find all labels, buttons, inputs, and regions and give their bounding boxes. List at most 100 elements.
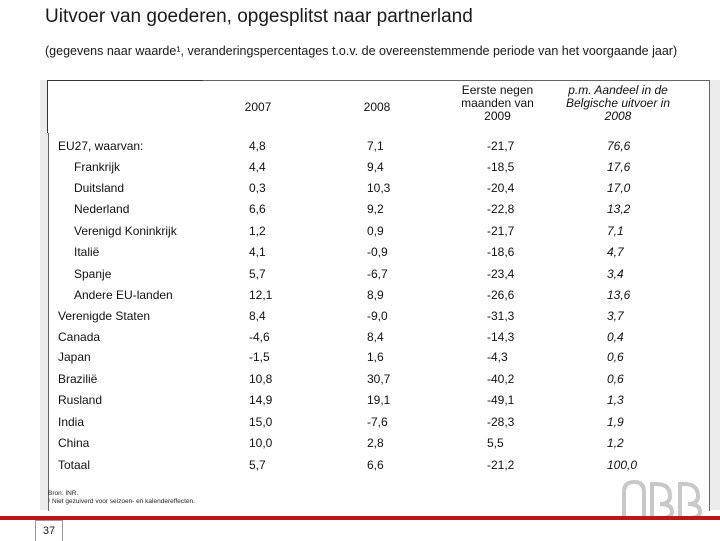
- cell-2007: 10,8: [249, 372, 273, 386]
- cell-2007: 10,0: [249, 436, 273, 450]
- cell-2009: -21,7: [487, 139, 515, 153]
- table-row: Canada -4,6 8,4 -14,3 0,4: [0, 330, 720, 350]
- cell-share: 0,6: [607, 372, 624, 386]
- cell-2008: 2,8: [367, 436, 384, 450]
- footer-accent-line: [0, 516, 720, 520]
- row-label: India: [58, 415, 85, 429]
- cell-2009: -4,3: [487, 350, 508, 364]
- cell-2008: 9,4: [367, 160, 384, 174]
- cell-2008: 6,6: [367, 458, 384, 472]
- row-label: EU27, waarvan:: [58, 139, 144, 153]
- cell-share: 7,1: [607, 224, 624, 238]
- cell-2009: -22,8: [487, 202, 515, 216]
- footnote-line: ¹ Niet gezuiverd voor seizoen- en kalend…: [48, 498, 195, 505]
- cell-2008: 0,9: [367, 224, 384, 238]
- table-row: Duitsland 0,3 10,3 -20,4 17,0: [0, 181, 720, 201]
- cell-2007: 15,0: [249, 415, 273, 429]
- row-label: Andere EU-landen: [74, 288, 173, 302]
- cell-2008: -0,9: [367, 245, 388, 259]
- row-label: China: [58, 436, 90, 450]
- header-label-cell: [47, 80, 203, 133]
- table-row: Totaal 5,7 6,6 -21,2 100,0: [0, 458, 720, 478]
- page-number: 37: [42, 525, 56, 537]
- cell-2007: 1,2: [249, 224, 266, 238]
- cell-2009: 5,5: [487, 436, 504, 450]
- table-panel: [40, 80, 720, 511]
- row-label: Rusland: [58, 393, 103, 407]
- cell-share: 3,4: [607, 267, 624, 281]
- cell-2008: 7,1: [367, 139, 384, 153]
- cell-share: 100,0: [607, 458, 638, 472]
- row-label: Nederland: [74, 202, 130, 216]
- cell-2007: 14,9: [249, 393, 273, 407]
- table-frame: [48, 80, 710, 511]
- table-row: China 10,0 2,8 5,5 1,2: [0, 436, 720, 456]
- table-row: EU27, waarvan: 4,8 7,1 -21,7 76,6: [0, 139, 720, 159]
- cell-2009: -26,6: [487, 288, 515, 302]
- cell-2008: -6,7: [367, 267, 388, 281]
- cell-2008: 8,4: [367, 330, 384, 344]
- cell-2009: -28,3: [487, 415, 515, 429]
- cell-2007: 12,1: [249, 288, 273, 302]
- row-label: Spanje: [74, 267, 112, 281]
- cell-share: 13,6: [607, 288, 631, 302]
- nbb-logo: [622, 479, 703, 520]
- cell-2009: -21,2: [487, 458, 515, 472]
- cell-2008: 10,3: [367, 181, 391, 195]
- cell-2008: -9,0: [367, 309, 388, 323]
- cell-2007: -4,6: [249, 330, 270, 344]
- table-row: Verenigd Koninkrijk 1,2 0,9 -21,7 7,1: [0, 224, 720, 244]
- cell-2007: 5,7: [249, 267, 266, 281]
- row-label: Verenigd Koninkrijk: [74, 224, 177, 238]
- cell-2009: -21,7: [487, 224, 515, 238]
- table-row: Rusland 14,9 19,1 -49,1 1,3: [0, 393, 720, 413]
- cell-share: 76,6: [607, 139, 631, 153]
- row-label: Totaal: [58, 458, 91, 472]
- cell-share: 17,6: [607, 160, 631, 174]
- cell-2007: 6,6: [249, 202, 266, 216]
- cell-2007: 4,1: [249, 245, 266, 259]
- page-number-box: 37: [35, 520, 63, 541]
- table-row: Nederland 6,6 9,2 -22,8 13,2: [0, 202, 720, 222]
- cell-2009: -20,4: [487, 181, 515, 195]
- cell-2009: -14,3: [487, 330, 515, 344]
- cell-2007: 4,4: [249, 160, 266, 174]
- row-label: Frankrijk: [74, 160, 121, 174]
- row-label: Verenigde Staten: [58, 309, 151, 323]
- slide-subtitle: (gegevens naar waarde¹, veranderingsperc…: [45, 44, 678, 58]
- table-row: Brazilië 10,8 30,7 -40,2 0,6: [0, 372, 720, 392]
- table-row: Frankrijk 4,4 9,4 -18,5 17,6: [0, 160, 720, 180]
- table-row: India 15,0 -7,6 -28,3 1,9: [0, 415, 720, 435]
- column-header-2009: Eerste negen maanden van 2009: [461, 83, 534, 123]
- column-header-2007: 2007: [244, 100, 272, 114]
- cell-2007: 8,4: [249, 309, 266, 323]
- cell-2007: -1,5: [249, 350, 270, 364]
- cell-2007: 0,3: [249, 181, 266, 195]
- source-note: Bron: INR. ¹ Niet gezuiverd voor seizoen…: [48, 490, 195, 506]
- row-label: Canada: [58, 330, 101, 344]
- cell-2009: -40,2: [487, 372, 515, 386]
- cell-2008: 8,9: [367, 288, 384, 302]
- cell-2009: -31,3: [487, 309, 515, 323]
- table-row: Italië 4,1 -0,9 -18,6 4,7: [0, 245, 720, 265]
- slide-title: Uitvoer van goederen, opgesplitst naar p…: [45, 6, 473, 27]
- column-header-2008: 2008: [363, 100, 391, 114]
- column-header-share: p.m. Aandeel in de Belgische uitvoer in …: [565, 83, 671, 123]
- cell-share: 1,2: [607, 436, 624, 450]
- cell-share: 17,0: [607, 181, 631, 195]
- cell-share: 4,7: [607, 245, 624, 259]
- cell-2008: 1,6: [367, 350, 384, 364]
- cell-2008: 19,1: [367, 393, 391, 407]
- row-label: Brazilië: [58, 372, 98, 386]
- table-row: Spanje 5,7 -6,7 -23,4 3,4: [0, 267, 720, 287]
- cell-share: 13,2: [607, 202, 631, 216]
- cell-2008: 30,7: [367, 372, 391, 386]
- cell-share: 1,9: [607, 415, 624, 429]
- cell-share: 3,7: [607, 309, 624, 323]
- table-row: Verenigde Staten 8,4 -9,0 -31,3 3,7: [0, 309, 720, 329]
- cell-2009: -49,1: [487, 393, 515, 407]
- cell-2008: -7,6: [367, 415, 388, 429]
- row-label: Italië: [74, 245, 100, 259]
- source-line: Bron: INR.: [48, 490, 79, 497]
- cell-2008: 9,2: [367, 202, 384, 216]
